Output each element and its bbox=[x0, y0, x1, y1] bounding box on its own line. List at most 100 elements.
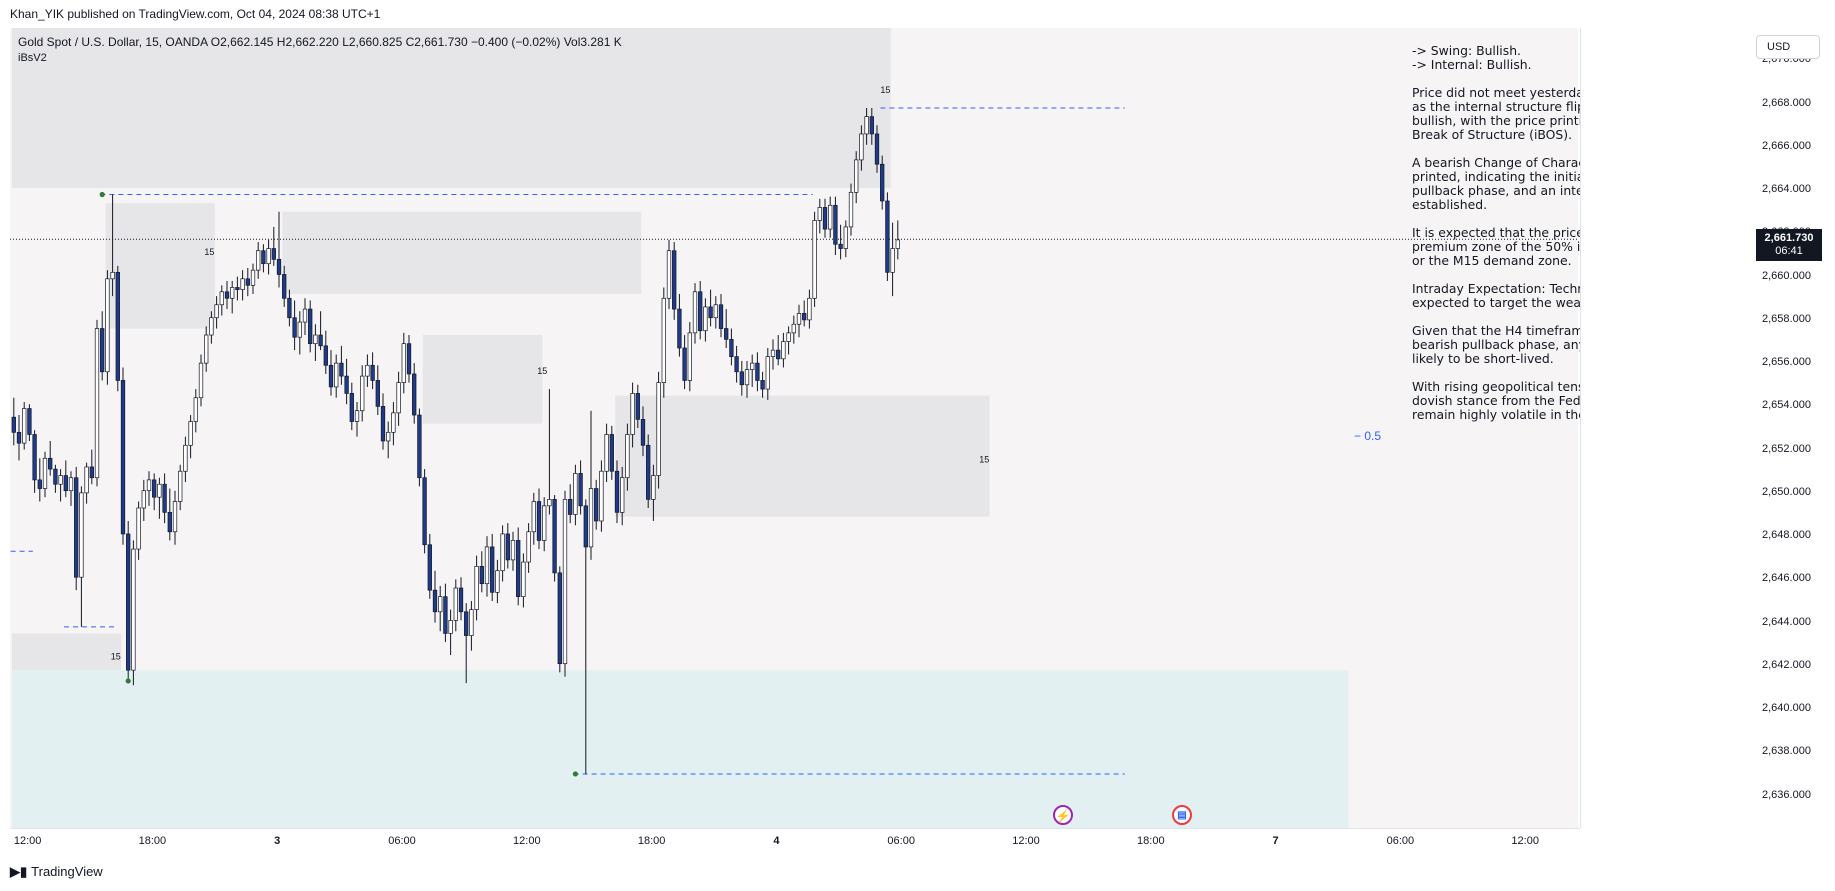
candle-bear bbox=[682, 347, 687, 381]
candle-bear bbox=[126, 533, 131, 671]
candle-bull bbox=[250, 269, 256, 286]
candle-bear bbox=[635, 393, 640, 420]
candle-bear bbox=[167, 511, 172, 533]
time-tick-label: 18:00 bbox=[637, 835, 666, 847]
last-price-badge: 2,661.730 06:41 bbox=[1756, 229, 1822, 261]
candle-bull bbox=[214, 304, 219, 319]
candle-bull bbox=[58, 475, 63, 485]
candle-bear bbox=[672, 250, 677, 310]
candle-bear bbox=[698, 291, 703, 332]
time-axis[interactable] bbox=[10, 828, 1580, 854]
candle-bear bbox=[339, 362, 344, 377]
candle-bear bbox=[53, 468, 58, 485]
candle-bull bbox=[178, 470, 183, 502]
candle-bear bbox=[328, 364, 334, 388]
candle-bull bbox=[843, 226, 848, 249]
candle-bear bbox=[417, 414, 422, 479]
us-flag-icon[interactable]: ▤ bbox=[1172, 805, 1192, 825]
candle-bull bbox=[599, 470, 604, 522]
candle-bear bbox=[271, 248, 276, 260]
currency-button[interactable]: USD bbox=[1756, 35, 1820, 59]
swing-point-marker bbox=[99, 191, 105, 198]
candle-bull bbox=[890, 248, 895, 273]
candle-bear bbox=[16, 431, 22, 444]
candle-bull bbox=[630, 393, 635, 435]
candle-bear bbox=[443, 596, 448, 634]
candle-bull bbox=[625, 434, 630, 479]
candle-bull bbox=[42, 457, 48, 489]
price-tick-label: 2,660.000 bbox=[1762, 269, 1811, 282]
candlestick-chart[interactable]: 15 15 15 15 15 bbox=[10, 28, 1578, 828]
time-tick-label: 06:00 bbox=[1386, 835, 1415, 847]
price-axis[interactable] bbox=[1580, 28, 1835, 828]
price-tick-label: 2,664.000 bbox=[1762, 183, 1811, 196]
indicator-legend[interactable]: iBsV2 bbox=[18, 52, 47, 64]
time-tick-label: 06:00 bbox=[887, 835, 915, 847]
candle-bear bbox=[614, 470, 620, 513]
candle-bear bbox=[308, 308, 313, 345]
candle-bull bbox=[620, 477, 625, 513]
price-tick-label: 2,644.000 bbox=[1762, 615, 1811, 628]
candle-bear bbox=[100, 328, 105, 373]
time-tick-label: 06:00 bbox=[388, 835, 416, 847]
candle-bull bbox=[703, 306, 708, 332]
candle-bull bbox=[474, 566, 479, 610]
candle-bull bbox=[401, 343, 406, 383]
candle-bull bbox=[864, 116, 869, 135]
candle-bear bbox=[479, 566, 484, 585]
candle-bear bbox=[464, 611, 469, 636]
candle-bear bbox=[838, 243, 843, 249]
candle-bear bbox=[755, 362, 760, 381]
candle-bear bbox=[422, 477, 427, 546]
price-tick-label: 2,666.000 bbox=[1762, 139, 1811, 152]
demand-zone bbox=[12, 670, 1349, 828]
candle-bear bbox=[235, 287, 240, 290]
candle-bear bbox=[578, 473, 583, 507]
supply-zone bbox=[422, 335, 543, 424]
candle-bear bbox=[344, 375, 349, 394]
candle-bull bbox=[588, 488, 594, 548]
candle-bull bbox=[692, 291, 698, 334]
candle-bull bbox=[547, 499, 552, 507]
candle-bull bbox=[604, 434, 609, 472]
price-tick-label: 2,642.000 bbox=[1762, 658, 1811, 671]
time-tick-label: 12:00 bbox=[13, 835, 42, 847]
candle-bull bbox=[521, 561, 526, 597]
zone-timeframe-label: 15 bbox=[979, 455, 989, 465]
supply-zone bbox=[282, 211, 642, 294]
candle-bull bbox=[796, 313, 802, 325]
candle-bull bbox=[193, 397, 198, 422]
price-tick-label: 2,648.000 bbox=[1762, 529, 1811, 542]
candle-bear bbox=[802, 313, 807, 321]
candle-bear bbox=[734, 356, 739, 373]
price-tick-label: 2,646.000 bbox=[1762, 572, 1811, 585]
candle-bull bbox=[448, 620, 453, 634]
time-tick-label: 18:00 bbox=[138, 835, 167, 847]
candle-bear bbox=[557, 572, 562, 665]
footer-brand: ▶▮ TradingView bbox=[0, 862, 1835, 891]
candle-bull bbox=[105, 278, 110, 373]
candle-bull bbox=[198, 362, 204, 399]
candle-bear bbox=[516, 540, 521, 597]
candle-bull bbox=[651, 475, 656, 500]
candle-bull bbox=[240, 278, 245, 290]
candle-bear bbox=[37, 479, 42, 489]
candle-bull bbox=[895, 239, 900, 249]
candle-bull bbox=[484, 546, 490, 585]
candle-bear bbox=[412, 373, 417, 416]
lightning-icon[interactable]: ⚡ bbox=[1053, 805, 1073, 825]
candle-bull bbox=[828, 204, 833, 230]
chart-pane[interactable]: 15 15 15 15 15 bbox=[10, 28, 1578, 828]
candle-bull bbox=[334, 362, 339, 388]
candle-bull bbox=[172, 501, 178, 533]
candle-bull bbox=[791, 323, 796, 334]
publisher-header: Khan_YIK published on TradingView.com, O… bbox=[10, 7, 381, 21]
candle-bear bbox=[874, 133, 880, 165]
candle-bull bbox=[396, 382, 401, 414]
candle-bear bbox=[822, 207, 828, 230]
candle-bear bbox=[318, 334, 323, 347]
candle-bear bbox=[833, 204, 838, 245]
candle-bear bbox=[594, 488, 599, 522]
candle-bull bbox=[562, 499, 568, 665]
price-tick-label: 2,638.000 bbox=[1762, 745, 1811, 758]
